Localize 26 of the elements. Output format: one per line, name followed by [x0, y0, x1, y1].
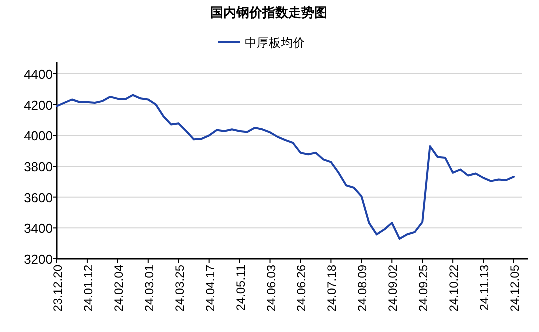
x-tick-label: 24.04.17	[203, 264, 218, 312]
y-tick-label: 3600	[24, 190, 53, 206]
y-tick-label: 4400	[24, 67, 53, 82]
x-tick-label: 23.12.20	[51, 264, 65, 312]
y-tick-label: 3800	[24, 160, 53, 174]
y-tick-label: 4200	[24, 98, 53, 113]
x-tick-label: 24.08.09	[356, 264, 370, 312]
x-tick-label: 24.05.11	[234, 264, 248, 311]
line-series	[56, 94, 515, 240]
y-tick-label: 3400	[24, 221, 53, 236]
x-tick-label: 24.02.04	[112, 264, 126, 312]
legend-label: 中厚板均价	[245, 36, 305, 50]
x-tick-label: 24.03.01	[142, 264, 156, 312]
x-tick-label: 24.03.25	[172, 264, 187, 312]
x-tick-label: 24.07.18	[325, 264, 340, 312]
y-tick-label: 3200	[24, 252, 53, 267]
chart-title: 国内钢价指数走势图	[210, 5, 328, 20]
y-tick-label: 4000	[24, 128, 53, 144]
x-tick-label: 24.11.13	[478, 264, 492, 311]
x-tick-label: 24.06.26	[294, 264, 309, 312]
x-tick-label: 24.06.03	[264, 264, 278, 312]
x-tick-label: 24.09.02	[386, 264, 400, 312]
x-tick-label: 24.01.12	[81, 264, 96, 312]
x-tick-label: 24.09.25	[416, 264, 431, 312]
x-tick-label: 24.12.05	[508, 264, 522, 312]
x-tick-label: 24.10.22	[447, 264, 462, 312]
